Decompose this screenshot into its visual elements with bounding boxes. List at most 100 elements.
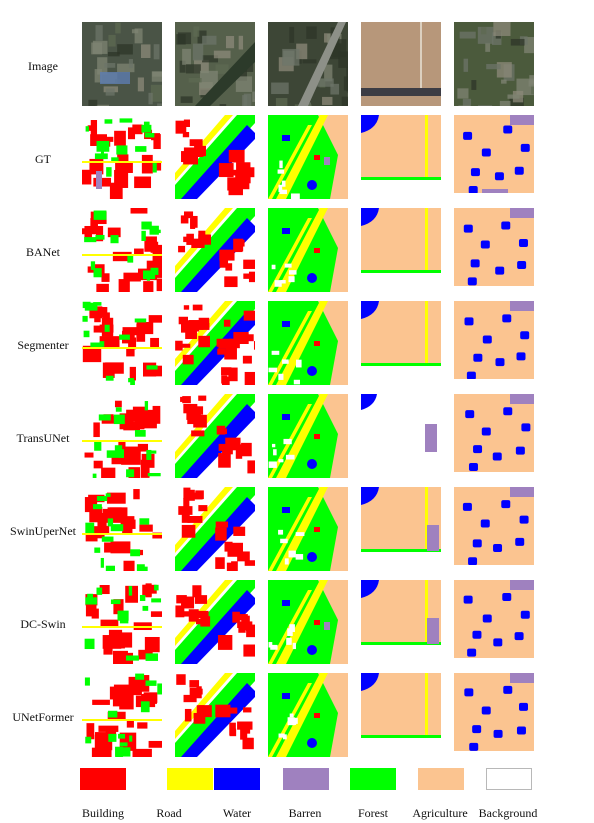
legend-label-agriculture: Agriculture xyxy=(412,806,468,820)
segmentation-map xyxy=(82,301,162,385)
segmentation-map xyxy=(268,487,348,571)
tile-banet-5 xyxy=(454,208,534,292)
tile-unetformer-2 xyxy=(175,673,255,757)
segmentation-map xyxy=(361,208,441,292)
segmentation-map xyxy=(82,580,162,664)
segmentation-map xyxy=(175,673,255,757)
tile-segmenter-2 xyxy=(175,301,255,385)
legend-swatch-agriculture xyxy=(418,768,464,790)
segmentation-map xyxy=(175,394,255,478)
segmentation-map xyxy=(268,115,348,199)
tile-unetformer-5 xyxy=(454,673,534,757)
row-label-gt: GT xyxy=(35,152,51,166)
segmentation-map xyxy=(454,208,534,292)
legend-label-background: Background xyxy=(478,806,538,820)
row-label-dcswin: DC-Swin xyxy=(20,617,66,631)
segmentation-map xyxy=(82,208,162,292)
tile-transunet-2 xyxy=(175,394,255,478)
legend-label-road: Road xyxy=(156,806,182,820)
segmentation-map xyxy=(454,394,534,478)
tile-swinupernet-4 xyxy=(361,487,441,571)
tile-gt-2 xyxy=(175,115,255,199)
segmentation-map xyxy=(361,580,441,664)
legend-swatch-barren xyxy=(283,768,329,790)
legend-label-water: Water xyxy=(222,806,252,820)
legend-swatch-road xyxy=(167,768,213,790)
tile-image-4 xyxy=(361,22,441,106)
tile-transunet-1 xyxy=(82,394,162,478)
tile-segmenter-5 xyxy=(454,301,534,385)
tile-unetformer-4 xyxy=(361,673,441,757)
tile-banet-4 xyxy=(361,208,441,292)
tile-swinupernet-1 xyxy=(82,487,162,571)
legend-swatch-forest xyxy=(350,768,396,790)
tile-dc-swin-4 xyxy=(361,580,441,664)
tile-unetformer-3 xyxy=(268,673,348,757)
segmentation-map xyxy=(175,301,255,385)
tile-banet-1 xyxy=(82,208,162,292)
tile-unetformer-1 xyxy=(82,673,162,757)
tile-gt-1 xyxy=(82,115,162,199)
tile-swinupernet-2 xyxy=(175,487,255,571)
segmentation-map xyxy=(82,115,162,199)
legend-swatch-building xyxy=(80,768,126,790)
segmentation-map xyxy=(82,394,162,478)
satellite-image xyxy=(175,22,255,106)
segmentation-map xyxy=(454,301,534,385)
tile-image-2 xyxy=(175,22,255,106)
segmentation-map xyxy=(82,487,162,571)
tile-segmenter-1 xyxy=(82,301,162,385)
tile-image-3 xyxy=(268,22,348,106)
segmentation-map xyxy=(268,580,348,664)
segmentation-map xyxy=(82,673,162,757)
row-label-transunet: TransUNet xyxy=(16,431,70,445)
segmentation-map xyxy=(361,487,441,571)
tile-gt-3 xyxy=(268,115,348,199)
legend-label-barren: Barren xyxy=(288,806,322,820)
legend-label-forest: Forest xyxy=(358,806,388,820)
tile-dc-swin-5 xyxy=(454,580,534,664)
tile-segmenter-3 xyxy=(268,301,348,385)
segmentation-map xyxy=(361,115,441,199)
satellite-image xyxy=(454,22,534,106)
tile-transunet-4 xyxy=(361,394,441,478)
tile-image-5 xyxy=(454,22,534,106)
satellite-image xyxy=(268,22,348,106)
tile-banet-2 xyxy=(175,208,255,292)
row-label-banet: BANet xyxy=(26,245,60,259)
row-label-image: Image xyxy=(28,59,58,73)
row-label-unetformer: UNetFormer xyxy=(12,710,74,724)
segmentation-map xyxy=(268,394,348,478)
tile-segmenter-4 xyxy=(361,301,441,385)
satellite-image xyxy=(361,22,441,106)
segmentation-map xyxy=(454,580,534,664)
segmentation-map xyxy=(454,673,534,757)
tile-image-1 xyxy=(82,22,162,106)
tile-dc-swin-2 xyxy=(175,580,255,664)
segmentation-map xyxy=(454,487,534,571)
tile-gt-5 xyxy=(454,115,534,199)
satellite-image xyxy=(82,22,162,106)
segmentation-map xyxy=(361,301,441,385)
tile-transunet-5 xyxy=(454,394,534,478)
legend-swatch-water xyxy=(214,768,260,790)
tile-dc-swin-3 xyxy=(268,580,348,664)
segmentation-map xyxy=(268,673,348,757)
legend-label-building: Building xyxy=(81,806,124,820)
segmentation-map xyxy=(175,580,255,664)
segmentation-map xyxy=(268,208,348,292)
tile-gt-4 xyxy=(361,115,441,199)
tile-swinupernet-5 xyxy=(454,487,534,571)
segmentation-map xyxy=(361,673,441,757)
legend-swatch-background xyxy=(486,768,532,790)
segmentation-map xyxy=(175,487,255,571)
row-label-swinupernet: SwinUperNet xyxy=(10,524,76,538)
segmentation-map xyxy=(268,301,348,385)
row-label-segmenter: Segmenter xyxy=(17,338,69,352)
segmentation-map xyxy=(361,394,441,478)
segmentation-map xyxy=(175,208,255,292)
segmentation-map xyxy=(454,115,534,199)
segmentation-map xyxy=(175,115,255,199)
tile-swinupernet-3 xyxy=(268,487,348,571)
